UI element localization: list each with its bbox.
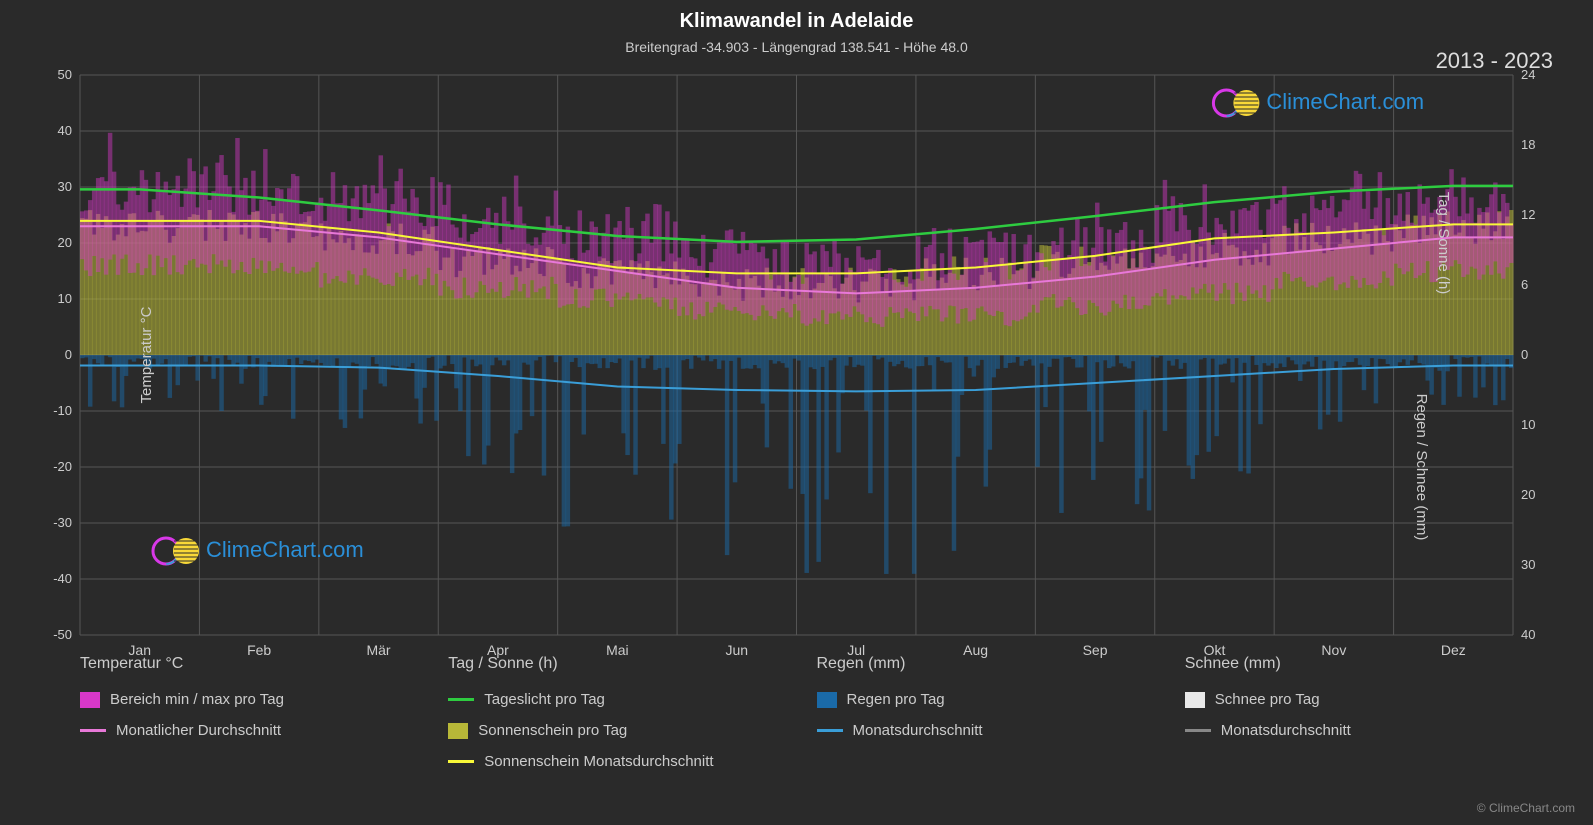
legend-swatch-icon [1185, 692, 1205, 708]
svg-text:24: 24 [1521, 67, 1535, 82]
climate-chart-container: Klimawandel in Adelaide Breitengrad -34.… [0, 0, 1593, 825]
svg-text:20: 20 [58, 235, 72, 250]
y-axis-left-label: Temperatur °C [138, 307, 155, 404]
legend-item: Schnee pro Tag [1185, 691, 1513, 708]
legend-item: Monatsdurchschnitt [1185, 722, 1513, 739]
legend-header: Schnee (mm) [1185, 655, 1513, 673]
legend-item-label: Monatlicher Durchschnitt [116, 722, 281, 739]
svg-text:-20: -20 [53, 459, 72, 474]
svg-text:50: 50 [58, 67, 72, 82]
legend-header: Temperatur °C [80, 655, 408, 673]
legend-item-label: Monatsdurchschnitt [853, 722, 983, 739]
svg-text:40: 40 [1521, 627, 1535, 642]
svg-text:20: 20 [1521, 487, 1535, 502]
legend-header: Regen (mm) [817, 655, 1145, 673]
legend-item-label: Tageslicht pro Tag [484, 691, 605, 708]
legend-column: Schnee (mm) Schnee pro Tag Monatsdurchschn… [1185, 655, 1513, 805]
y-axis-right-bottom-label: Regen / Schnee (mm) [1413, 394, 1430, 541]
legend-item: Monatlicher Durchschnitt [80, 722, 408, 739]
legend-column: Regen (mm) Regen pro Tag Monatsdurchschnit… [817, 655, 1145, 805]
svg-text:18: 18 [1521, 137, 1535, 152]
svg-text:12: 12 [1521, 207, 1535, 222]
legend-item-label: Schnee pro Tag [1215, 691, 1320, 708]
legend-column: Tag / Sonne (h) Tageslicht pro Tag Sonnens… [448, 655, 776, 805]
chart-title: Klimawandel in Adelaide [0, 0, 1593, 33]
legend-item: Sonnenschein pro Tag [448, 722, 776, 739]
legend-line-icon [448, 698, 474, 701]
svg-text:10: 10 [58, 291, 72, 306]
legend-item: Monatsdurchschnitt [817, 722, 1145, 739]
svg-text:40: 40 [58, 123, 72, 138]
legend-swatch-icon [448, 723, 468, 739]
legend-item: Bereich min / max pro Tag [80, 691, 408, 708]
svg-text:-10: -10 [53, 403, 72, 418]
svg-text:30: 30 [58, 179, 72, 194]
svg-text:ClimeChart.com: ClimeChart.com [1266, 89, 1424, 114]
legend-item-label: Bereich min / max pro Tag [110, 691, 284, 708]
legend-area: Temperatur °C Bereich min / max pro Tag Mo… [80, 655, 1513, 805]
legend-swatch-icon [817, 692, 837, 708]
plot-area: 50403020100-10-20-30-40-5024181260102030… [80, 75, 1513, 635]
legend-header: Tag / Sonne (h) [448, 655, 776, 673]
svg-text:-30: -30 [53, 515, 72, 530]
svg-text:-40: -40 [53, 571, 72, 586]
legend-swatch-icon [80, 692, 100, 708]
chart-subtitle: Breitengrad -34.903 - Längengrad 138.541… [0, 33, 1593, 55]
legend-item-label: Sonnenschein pro Tag [478, 722, 627, 739]
legend-item: Regen pro Tag [817, 691, 1145, 708]
plot-svg: 50403020100-10-20-30-40-5024181260102030… [80, 75, 1513, 635]
legend-column: Temperatur °C Bereich min / max pro Tag Mo… [80, 655, 408, 805]
legend-line-icon [80, 729, 106, 732]
legend-line-icon [1185, 729, 1211, 732]
svg-text:0: 0 [65, 347, 72, 362]
svg-text:-50: -50 [53, 627, 72, 642]
svg-text:ClimeChart.com: ClimeChart.com [206, 537, 364, 562]
legend-item: Sonnenschein Monatsdurchschnitt [448, 753, 776, 770]
legend-line-icon [817, 729, 843, 732]
legend-item: Tageslicht pro Tag [448, 691, 776, 708]
svg-text:30: 30 [1521, 557, 1535, 572]
legend-item-label: Regen pro Tag [847, 691, 945, 708]
copyright-label: © ClimeChart.com [1477, 801, 1575, 815]
legend-item-label: Sonnenschein Monatsdurchschnitt [484, 753, 713, 770]
y-axis-right-top-label: Tag / Sonne (h) [1435, 192, 1452, 295]
svg-text:10: 10 [1521, 417, 1535, 432]
svg-text:6: 6 [1521, 277, 1528, 292]
legend-line-icon [448, 760, 474, 763]
svg-text:0: 0 [1521, 347, 1528, 362]
legend-item-label: Monatsdurchschnitt [1221, 722, 1351, 739]
